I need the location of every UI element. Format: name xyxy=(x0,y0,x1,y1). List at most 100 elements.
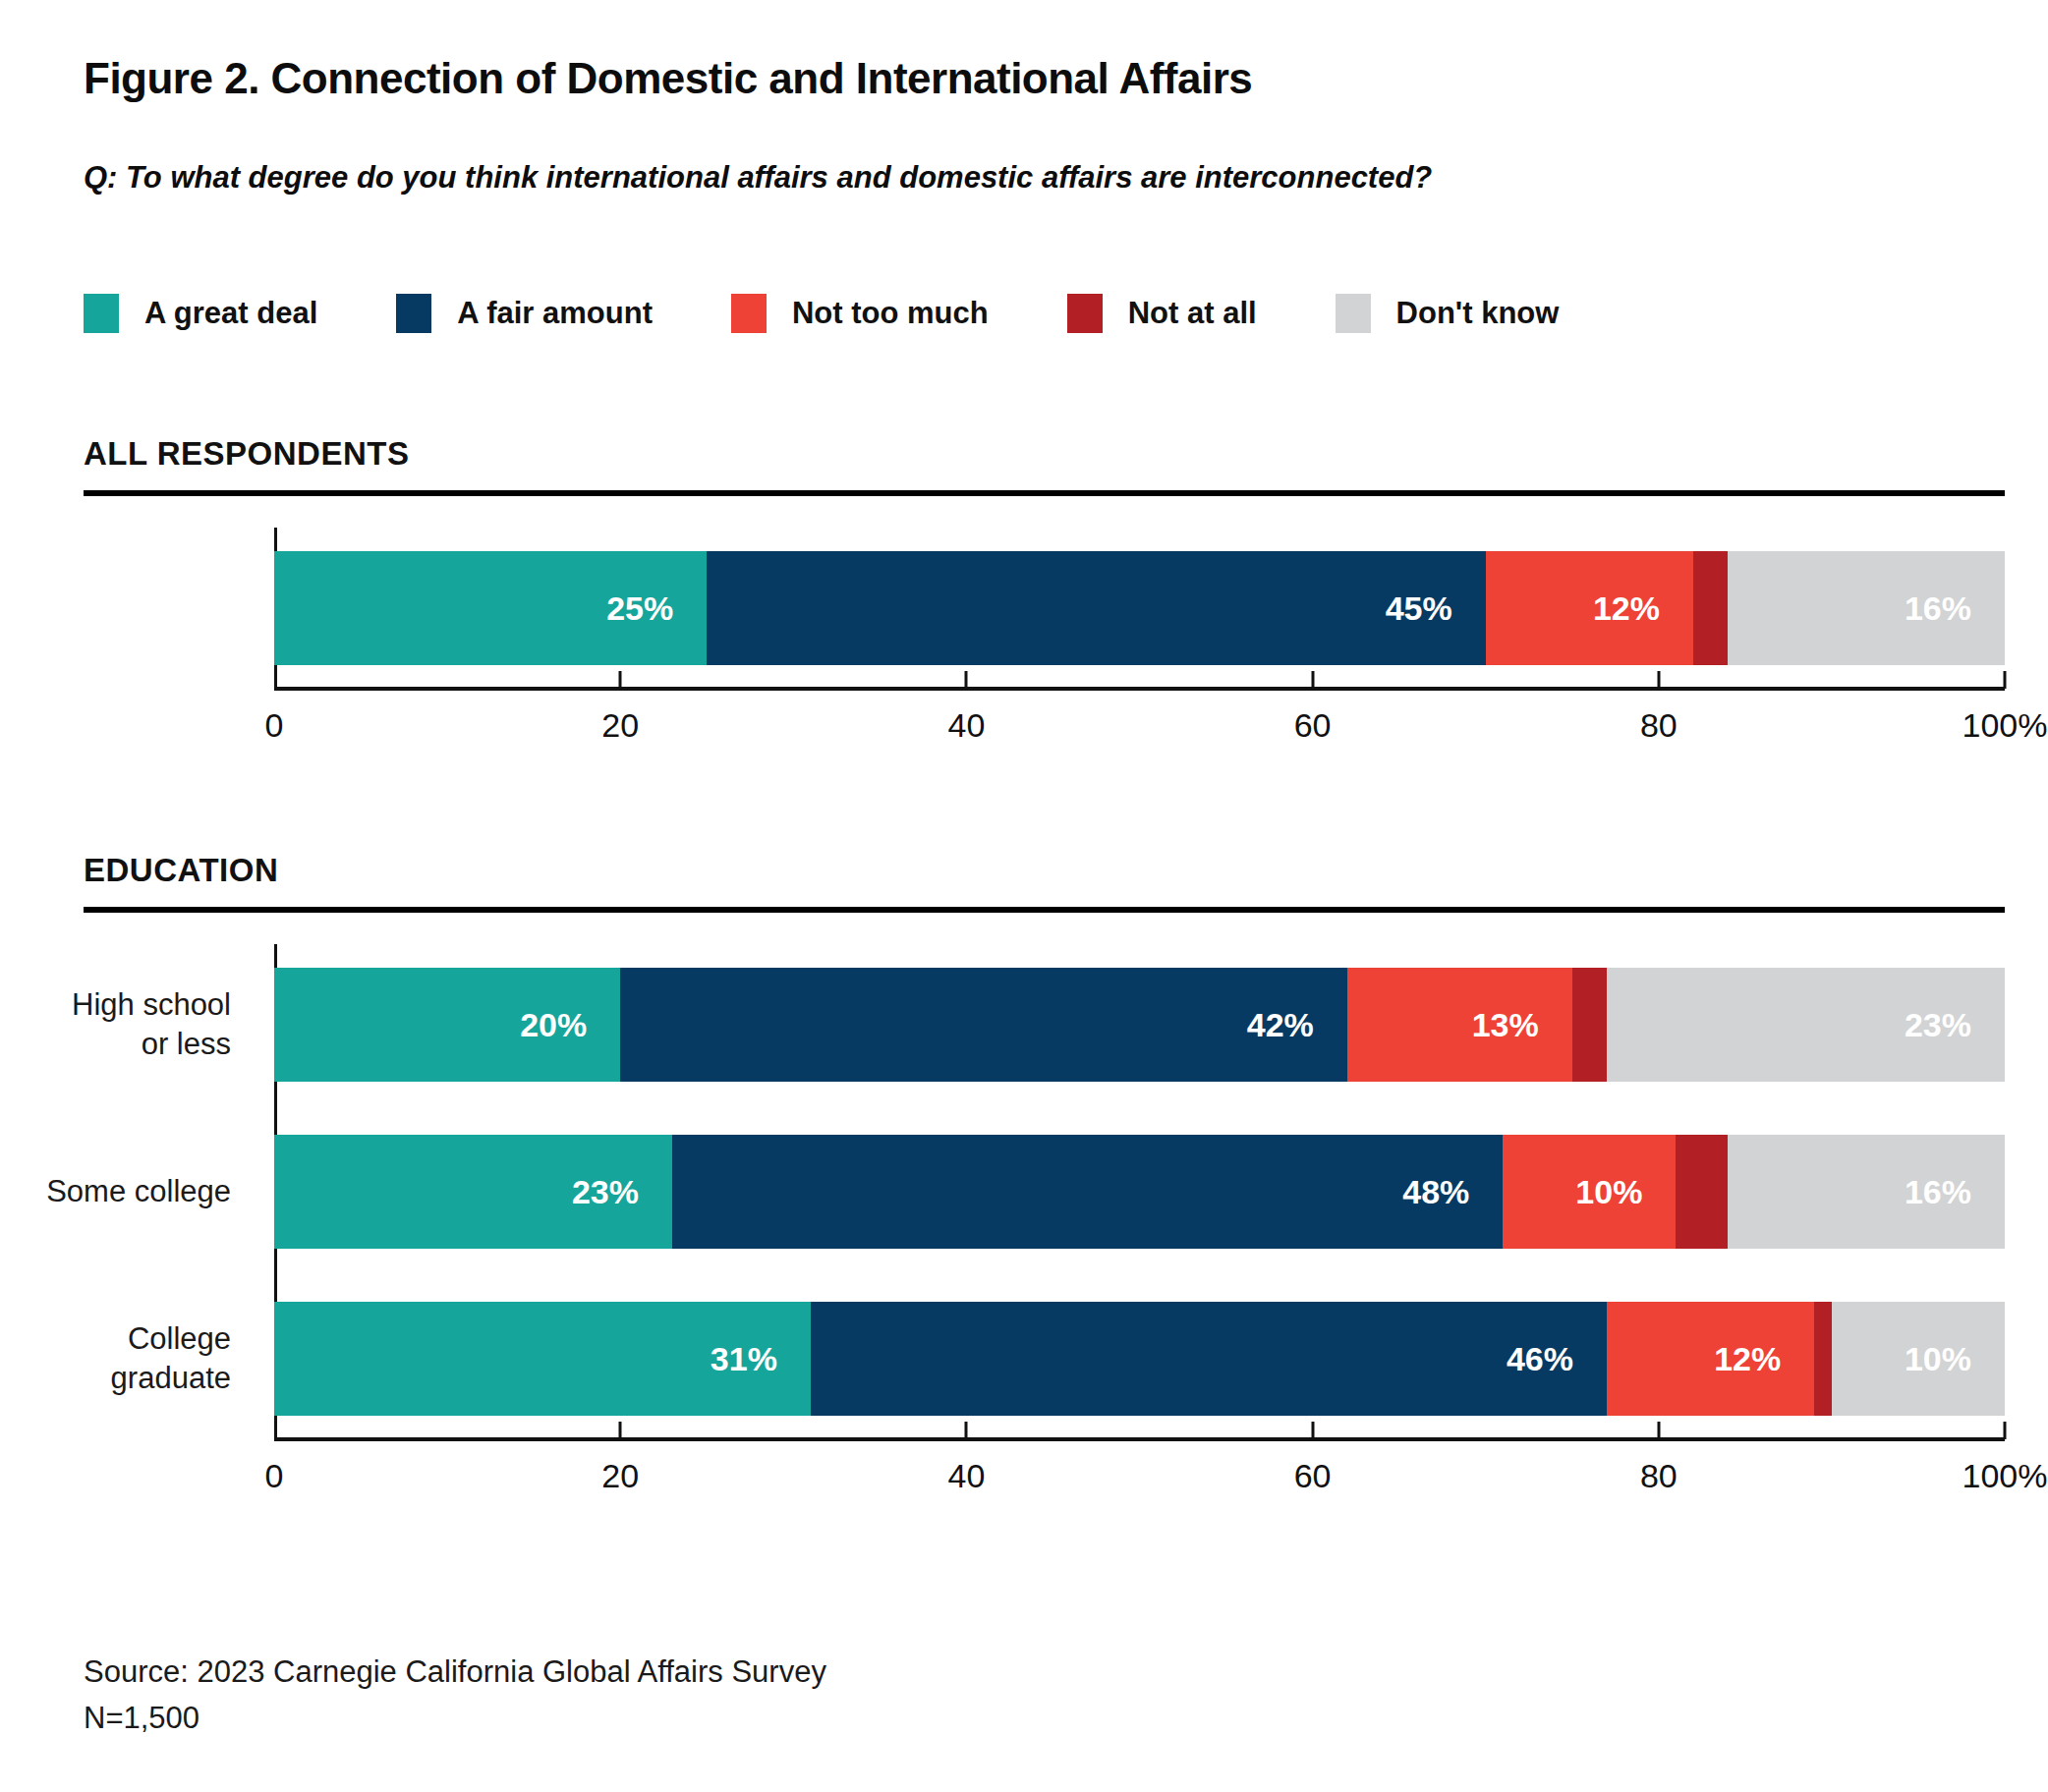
legend-swatch-don-t-know xyxy=(1336,294,1371,333)
section-rule xyxy=(84,907,2005,913)
legend-swatch-not-at-all xyxy=(1067,294,1103,333)
bar-row: College graduate31%46%12%10% xyxy=(274,1302,2005,1416)
x-axis-tick-labels: 020406080100% xyxy=(274,706,2005,752)
bar-segment-a-fair-amount: 48% xyxy=(672,1135,1503,1249)
legend-item-don-t-know: Don't know xyxy=(1336,294,1560,333)
x-axis xyxy=(274,1437,2005,1441)
chart-all-respondents: 25%45%12%16% 020406080100% xyxy=(84,528,2005,752)
source-text: Source: 2023 Carnegie California Global … xyxy=(84,1650,2005,1696)
bar-rows: High school or less20%42%13%23%Some coll… xyxy=(274,968,2005,1416)
bar-segment-don-t-know: 16% xyxy=(1728,551,2005,665)
segment-value-label: 42% xyxy=(1247,1006,1347,1044)
section-header-education: EDUCATION xyxy=(84,852,2005,889)
bar-segment-don-t-know: 10% xyxy=(1832,1302,2005,1416)
x-axis-tick-label: 20 xyxy=(601,706,639,745)
x-axis-tick-label: 0 xyxy=(265,1457,284,1495)
section-rule xyxy=(84,490,2005,496)
legend-item-a-fair-amount: A fair amount xyxy=(396,294,653,333)
bar-segment-not-too-much: 12% xyxy=(1486,551,1693,665)
chart-education: High school or less20%42%13%23%Some coll… xyxy=(84,944,2005,1502)
segment-value-label: 31% xyxy=(711,1340,811,1378)
legend-swatch-not-too-much xyxy=(731,294,767,333)
segment-value-label: 16% xyxy=(1905,589,2005,628)
x-axis-tick-label: 20 xyxy=(601,1457,639,1495)
figure-title: Figure 2. Connection of Domestic and Int… xyxy=(84,54,2005,103)
survey-question: Q: To what degree do you think internati… xyxy=(84,160,2005,196)
segment-value-label: 45% xyxy=(1386,589,1486,628)
x-axis-tick xyxy=(965,1422,968,1439)
x-axis-tick-label: 40 xyxy=(947,1457,985,1495)
row-label: High school or less xyxy=(0,985,231,1065)
bar-segment-not-at-all xyxy=(1676,1135,1728,1249)
segment-value-label: 48% xyxy=(1402,1173,1503,1211)
row-label: Some college xyxy=(0,1172,231,1211)
bar-segment-a-great-deal: 31% xyxy=(274,1302,811,1416)
segment-value-label: 10% xyxy=(1575,1173,1676,1211)
legend-label: Not at all xyxy=(1128,296,1257,331)
bar-row: High school or less20%42%13%23% xyxy=(274,968,2005,1082)
segment-value-label: 46% xyxy=(1507,1340,1607,1378)
x-axis-tick xyxy=(2004,1422,2007,1439)
bar-segment-a-fair-amount: 46% xyxy=(811,1302,1607,1416)
segment-value-label: 13% xyxy=(1472,1006,1572,1044)
legend: A great deal A fair amount Not too much Not… xyxy=(84,294,2005,333)
x-axis xyxy=(274,687,2005,691)
bar-segment-not-too-much: 13% xyxy=(1347,968,1572,1082)
bar-segment-don-t-know: 16% xyxy=(1728,1135,2005,1249)
x-axis-tick xyxy=(1657,671,1660,689)
x-axis-tick-labels: 020406080100% xyxy=(274,1457,2005,1502)
x-axis-tick xyxy=(965,671,968,689)
segment-value-label: 23% xyxy=(1905,1006,2005,1044)
x-axis-tick xyxy=(1657,1422,1660,1439)
legend-label: A fair amount xyxy=(457,296,653,331)
segment-value-label: 12% xyxy=(1714,1340,1814,1378)
x-axis-tick-label: 0 xyxy=(265,706,284,745)
legend-item-a-great-deal: A great deal xyxy=(84,294,317,333)
bar-segment-a-great-deal: 25% xyxy=(274,551,707,665)
bar-segment-a-fair-amount: 42% xyxy=(620,968,1347,1082)
x-axis-tick xyxy=(619,671,622,689)
x-axis-tick-label: 60 xyxy=(1294,1457,1332,1495)
bar-segment-a-great-deal: 23% xyxy=(274,1135,672,1249)
section-header-all-respondents: ALL RESPONDENTS xyxy=(84,435,2005,473)
bar-segment-not-at-all xyxy=(1693,551,1728,665)
bar-segment-not-at-all xyxy=(1572,968,1607,1082)
bar-segment-a-great-deal: 20% xyxy=(274,968,620,1082)
legend-label: Don't know xyxy=(1396,296,1560,331)
x-axis-tick xyxy=(619,1422,622,1439)
bar-segment-a-fair-amount: 45% xyxy=(707,551,1485,665)
bar-rows: 25% 45% 12% 16% xyxy=(274,551,2005,665)
x-axis-tick xyxy=(1311,671,1314,689)
bar-segment-not-at-all xyxy=(1814,1302,1832,1416)
segment-value-label: 20% xyxy=(520,1006,620,1044)
plot-area: High school or less20%42%13%23%Some coll… xyxy=(274,944,2005,1502)
x-axis-tick-label: 40 xyxy=(947,706,985,745)
x-axis-tick xyxy=(1311,1422,1314,1439)
segment-value-label: 10% xyxy=(1905,1340,2005,1378)
legend-item-not-at-all: Not at all xyxy=(1067,294,1257,333)
plot-area: 25%45%12%16% 020406080100% xyxy=(274,528,2005,752)
figure-footer: Source: 2023 Carnegie California Global … xyxy=(84,1650,2005,1741)
segment-value-label: 25% xyxy=(606,589,707,628)
row-label: College graduate xyxy=(0,1319,231,1399)
x-axis-tick-label: 100% xyxy=(1963,706,2048,745)
figure-page: Figure 2. Connection of Domestic and Int… xyxy=(0,0,2048,1780)
bar-segment-not-too-much: 12% xyxy=(1607,1302,1814,1416)
bar-segment-not-too-much: 10% xyxy=(1503,1135,1676,1249)
sample-size-text: N=1,500 xyxy=(84,1696,2005,1742)
bar-row: Some college23%48%10%16% xyxy=(274,1135,2005,1249)
x-axis-tick-label: 60 xyxy=(1294,706,1332,745)
bar-row: 25% 45% 12% 16% xyxy=(274,551,2005,665)
x-axis-tick-label: 80 xyxy=(1640,1457,1678,1495)
segment-value-label: 16% xyxy=(1905,1173,2005,1211)
legend-label: A great deal xyxy=(144,296,317,331)
legend-swatch-a-great-deal xyxy=(84,294,119,333)
legend-swatch-a-fair-amount xyxy=(396,294,431,333)
x-axis-tick-label: 80 xyxy=(1640,706,1678,745)
segment-value-label: 12% xyxy=(1593,589,1693,628)
x-axis-tick-label: 100% xyxy=(1963,1457,2048,1495)
x-axis-tick xyxy=(2004,671,2007,689)
bar-segment-don-t-know: 23% xyxy=(1607,968,2005,1082)
legend-label: Not too much xyxy=(792,296,989,331)
segment-value-label: 23% xyxy=(572,1173,672,1211)
